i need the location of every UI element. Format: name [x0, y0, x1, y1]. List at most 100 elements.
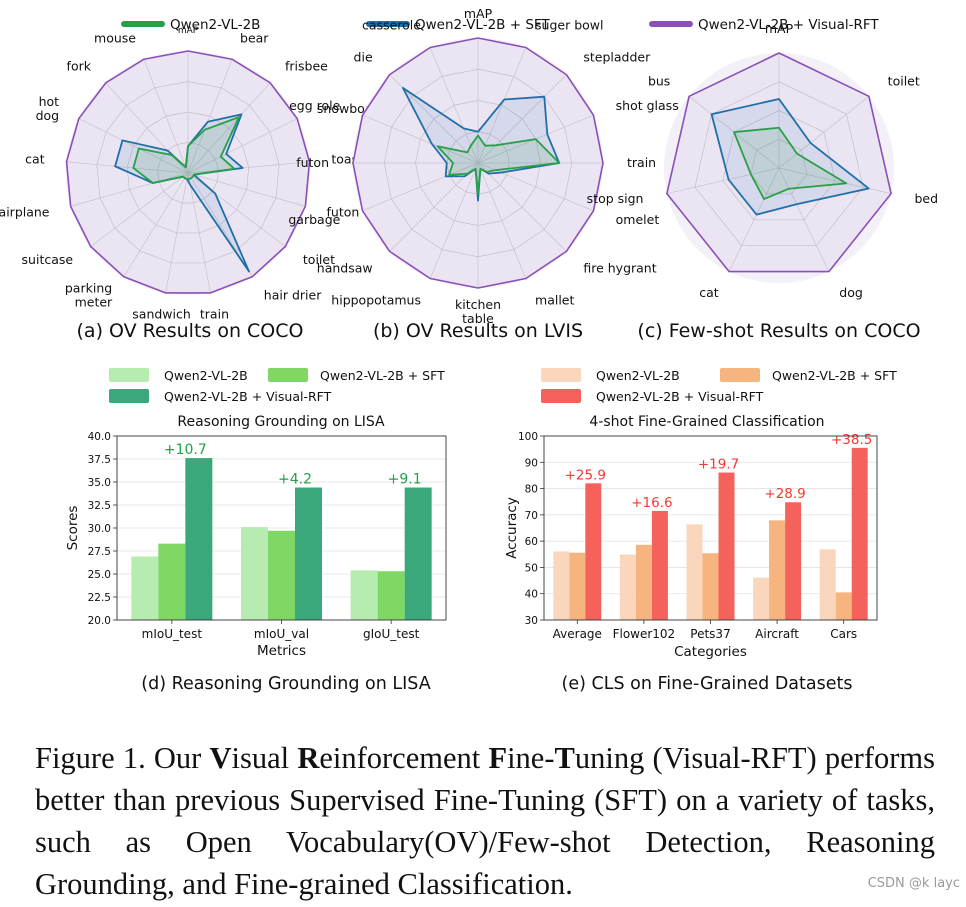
radar-a-spoke — [187, 172, 211, 293]
bar-e-Cars-2 — [851, 447, 868, 620]
radar-c-axis-label: toilet — [888, 73, 920, 88]
gain-label-e-1: +16.6 — [631, 495, 672, 511]
radar-b-spoke — [389, 162, 479, 252]
caption-c: (c) Few-shot Results on COCO — [637, 320, 920, 342]
radar-c-axis-label: bus — [648, 73, 670, 88]
bar-e-Aircraft-2 — [785, 502, 802, 620]
legend-a-base-label: Qwen2-VL-2B — [170, 17, 260, 33]
bar-e-Aircraft-1 — [769, 520, 786, 620]
radar-c-series-2 — [666, 52, 892, 273]
radar-c-series-0 — [733, 126, 848, 200]
legend-e-label-0: Qwen2-VL-2B — [596, 368, 680, 383]
bar-e-Flower102-0 — [619, 554, 636, 620]
radar-c-gridring-0 — [750, 138, 808, 195]
radar-b-axis-label: handsaw — [317, 260, 373, 275]
gain-label-d-2: +9.1 — [388, 472, 422, 488]
barchart-e-xtick-label: Average — [553, 627, 602, 641]
legend-e-label-1: Qwen2-VL-2B + SFT — [772, 368, 897, 383]
radar-a-axis-label: airplane — [0, 204, 50, 219]
radar-b-axis-label: garbage — [288, 212, 340, 227]
radar-a-axis-label: sandwich — [132, 307, 191, 322]
radar-a-gridring-0 — [157, 142, 219, 204]
caption-t: T — [554, 741, 575, 775]
radar-a-series-1 — [114, 113, 250, 273]
radar-b-axis-label: kitchen — [455, 297, 501, 312]
radar-b-spoke — [477, 162, 527, 279]
bar-e-Pets37-0 — [686, 524, 703, 620]
barchart-e: Qwen2-VL-2B Qwen2-VL-2B + SFT Qwen2-VL-2B … — [504, 368, 897, 694]
radar-a: mAPbearfrisbeesnowboardtoasterfutontoile… — [0, 26, 385, 322]
barchart-d-frame — [116, 435, 447, 621]
radar-c: mAP toilet bed dog cat stop sign bus — [587, 21, 938, 300]
barchart-d-title: Reasoning Grounding on LISA — [177, 414, 385, 430]
radar-a-spoke — [187, 82, 271, 174]
legend-d-label-0: Qwen2-VL-2B — [164, 368, 248, 383]
radar-a-spoke — [143, 59, 189, 174]
barchart-d-xtick-label: mIoU_test — [142, 627, 203, 641]
gain-label-e-4: +38.5 — [831, 432, 872, 448]
barchart-d-ytick-label: 35.0 — [88, 477, 111, 489]
bar-d-gIoU_test-0 — [350, 570, 378, 620]
radar-b-axis-label: suger bowl — [535, 17, 603, 32]
radar-b-spoke — [362, 162, 479, 212]
radar-b-axis-label: shot glass — [616, 98, 679, 113]
bar-e-Flower102-1 — [635, 544, 652, 620]
legend-c-rft-label: Qwen2-VL-2B + Visual-RFT — [698, 17, 879, 33]
barchart-e-ytick-label: 50 — [525, 562, 538, 574]
barchart-d-ytick-label: 27.5 — [88, 546, 111, 558]
bar-e-Flower102-2 — [651, 510, 668, 620]
caption-v-rest: isual — [231, 741, 298, 775]
radar-c-spoke — [778, 167, 892, 194]
caption-r: R — [297, 741, 320, 775]
barchart-e-ytick-label: 100 — [518, 431, 538, 443]
radar-a-spoke — [187, 161, 310, 174]
radar-a-axis-label: mAP — [178, 26, 199, 36]
gain-label-d-0: +10.7 — [164, 442, 207, 458]
radar-a-spoke — [66, 161, 189, 174]
radar-b-axis-label: stepladder — [583, 50, 651, 65]
legend-b-sft-label: Qwen2-VL-2B + SFT — [415, 17, 550, 33]
legend-e-swatch-2 — [541, 389, 581, 403]
gain-label-d-1: +4.2 — [278, 472, 312, 488]
radar-b-axis-label: mAP — [464, 6, 493, 21]
barchart-d-ytick-label: 20.0 — [88, 615, 111, 627]
caption-t-rest: uning (Visual-RFT) performs better than … — [35, 741, 935, 901]
radar-a-axis-label: dog — [36, 108, 60, 123]
radar-c-spoke — [728, 167, 780, 272]
radar-c-axis-label: mAP — [765, 21, 794, 36]
radar-b-spoke — [477, 74, 567, 164]
radar-b-spoke — [429, 47, 479, 164]
barchart-d-ytick-label: 37.5 — [88, 454, 111, 466]
caption-v: V — [209, 741, 232, 775]
radar-a-axis-label: cat — [25, 152, 45, 167]
radar-b-spoke — [429, 162, 479, 279]
radar-a-axis-label: parking — [65, 280, 112, 295]
radar-a-spoke — [90, 172, 189, 247]
barchart-e-xtick-label: Cars — [830, 627, 857, 641]
radar-a-axis-label: train — [200, 307, 229, 322]
barchart-e-xtick-label: Flower102 — [613, 627, 676, 641]
bar-e-Average-2 — [585, 483, 602, 620]
barchart-d-ylabel: Scores — [65, 506, 81, 551]
radar-a-axis-label: mouse — [94, 31, 136, 46]
caption-b: (b) OV Results on LVIS — [373, 320, 583, 342]
bar-d-mIoU_test-0 — [131, 556, 159, 620]
legend-e-label-2: Qwen2-VL-2B + Visual-RFT — [596, 389, 764, 404]
barchart-d: Qwen2-VL-2B Qwen2-VL-2B + SFT Qwen2-VL-2B … — [65, 368, 447, 694]
radar-c-axis-label: cat — [699, 285, 719, 300]
barchart-e-xtick-label: Pets37 — [690, 627, 730, 641]
radar-a-gridring-2 — [96, 81, 280, 264]
radar-b-series-0 — [436, 134, 561, 196]
legend-d-label-1: Qwen2-VL-2B + SFT — [320, 368, 445, 383]
barchart-d-xtick-label: gIoU_test — [363, 627, 420, 641]
legend-e-swatch-0 — [541, 368, 581, 382]
bar-d-mIoU_test-1 — [158, 543, 186, 620]
radar-a-series-0 — [132, 116, 240, 184]
bar-d-mIoU_test-2 — [185, 458, 213, 620]
bar-e-Pets37-1 — [702, 553, 719, 620]
radar-a-spoke — [123, 172, 189, 277]
radar-b: mAP suger bowl stepladder shot glass train om… — [288, 6, 678, 326]
bar-d-gIoU_test-2 — [404, 487, 432, 620]
radar-b-spoke — [477, 162, 594, 212]
